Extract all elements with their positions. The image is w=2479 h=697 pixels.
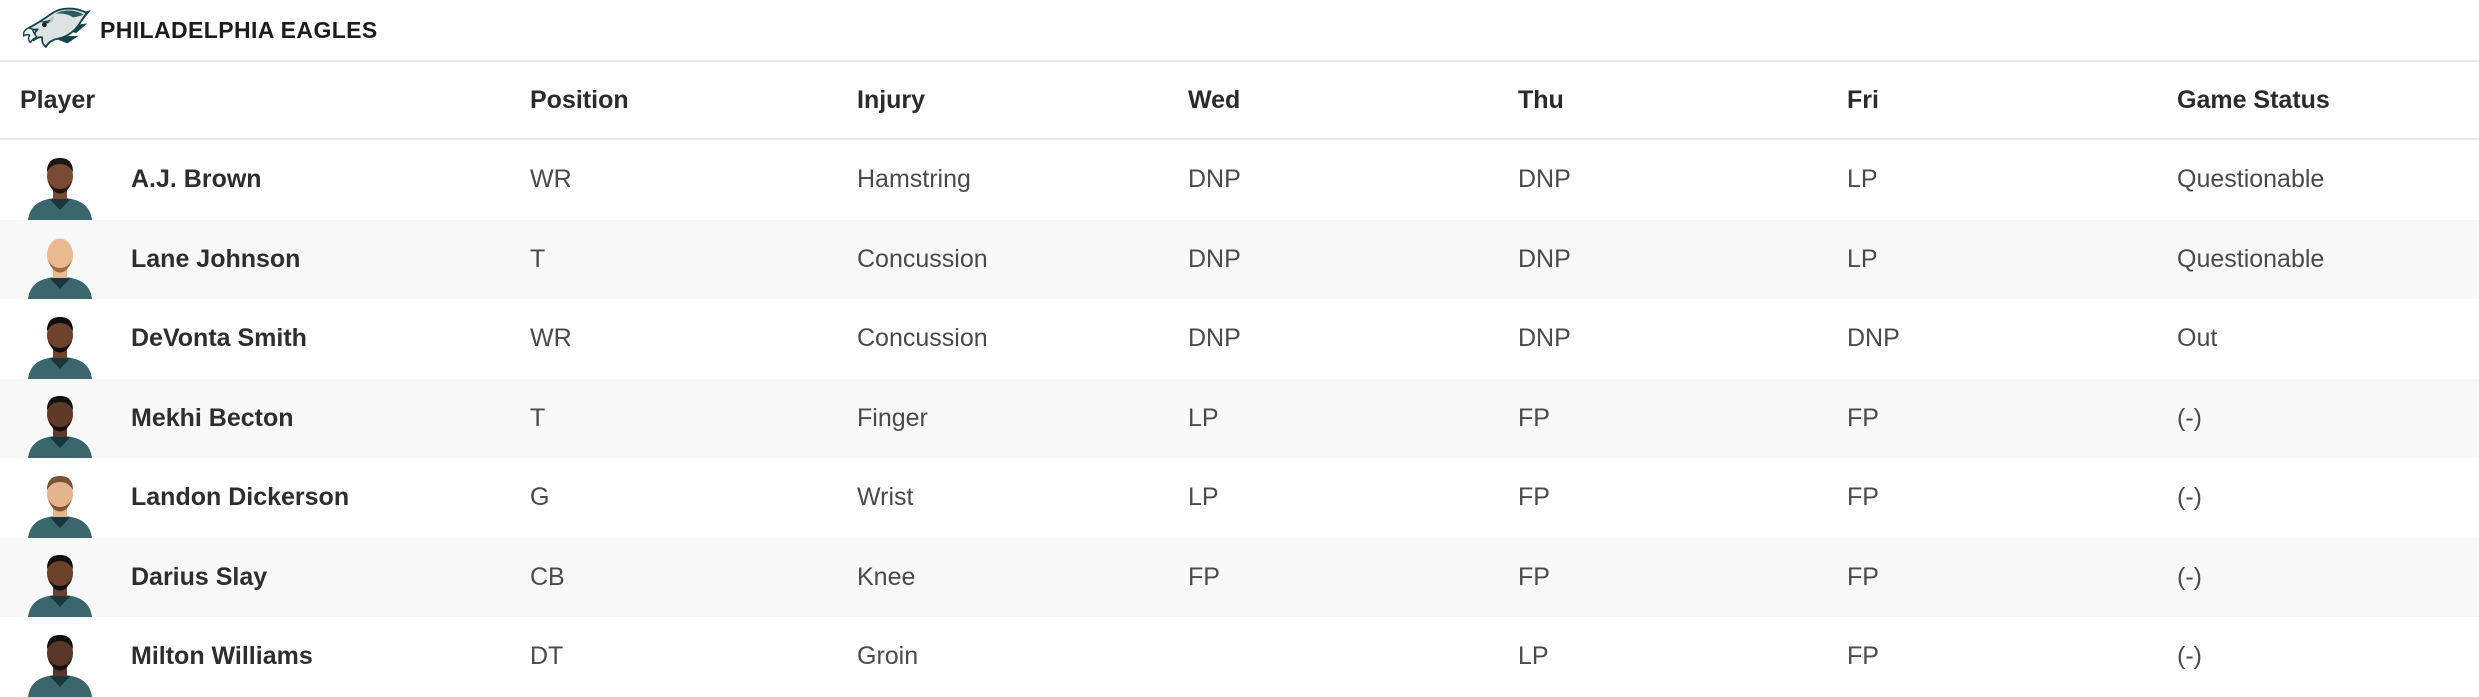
fri-cell: FP	[1847, 562, 1879, 591]
injury-cell: Finger	[857, 403, 928, 432]
game-status-cell: (-)	[2177, 642, 2202, 671]
game-status-cell: (-)	[2177, 562, 2202, 591]
player-cell: Milton Williams	[0, 617, 530, 697]
column-header-injury: Injury	[857, 85, 926, 114]
game-status-cell: (-)	[2177, 483, 2202, 512]
wed-cell	[1188, 617, 1518, 697]
player-headshot	[28, 316, 92, 379]
table-row: Darius Slay CB Knee FP FP FP (-)	[0, 537, 2479, 617]
table-row: A.J. Brown WR Hamstring DNP DNP LP Questionabl…	[0, 140, 2479, 220]
player-headshot	[28, 157, 92, 220]
injury-cell: Knee	[857, 562, 916, 591]
column-header-game-status: Game Status	[2177, 85, 2330, 114]
column-header-wed: Wed	[1188, 85, 1241, 114]
thu-cell: FP	[1518, 483, 1550, 512]
player-name: Lane Johnson	[131, 244, 301, 273]
fri-cell: LP	[1847, 165, 1878, 194]
position-cell: WR	[530, 324, 572, 353]
wed-cell: LP	[1188, 483, 1219, 512]
team-header: PHILADELPHIA EAGLES	[0, 0, 2479, 62]
wed-cell: FP	[1188, 562, 1220, 591]
position-cell: T	[530, 403, 546, 432]
thu-cell: DNP	[1518, 324, 1571, 353]
injury-cell: Wrist	[857, 483, 914, 512]
fri-cell: LP	[1847, 244, 1878, 273]
position-cell: DT	[530, 642, 564, 671]
wed-cell: LP	[1188, 403, 1219, 432]
player-name: Mekhi Becton	[131, 403, 294, 432]
injury-cell: Groin	[857, 642, 919, 671]
wed-cell: DNP	[1188, 244, 1241, 273]
wed-cell: DNP	[1188, 165, 1241, 194]
thu-cell: LP	[1518, 642, 1549, 671]
position-cell: WR	[530, 165, 572, 194]
table-row: DeVonta Smith WR Concussion DNP DNP DNP Out	[0, 299, 2479, 379]
column-header-player: Player	[20, 85, 96, 114]
wed-cell: DNP	[1188, 324, 1241, 353]
player-name: Darius Slay	[131, 562, 268, 591]
table-row: Landon Dickerson G Wrist LP FP FP (-)	[0, 458, 2479, 538]
eagles-logo-icon	[22, 7, 92, 48]
player-name: Milton Williams	[131, 642, 313, 671]
table-row: Mekhi Becton T Finger LP FP FP (-)	[0, 378, 2479, 458]
player-cell: Darius Slay	[0, 538, 530, 617]
game-status-cell: Questionable	[2177, 244, 2325, 273]
thu-cell: DNP	[1518, 165, 1571, 194]
injury-cell: Concussion	[857, 244, 988, 273]
player-cell: Lane Johnson	[0, 220, 530, 299]
player-name: Landon Dickerson	[131, 483, 350, 512]
player-cell: Landon Dickerson	[0, 458, 530, 538]
position-cell: G	[530, 483, 550, 512]
game-status-cell: Out	[2177, 324, 2218, 353]
injury-cell: Concussion	[857, 324, 988, 353]
injury-table: Player Position Injury Wed Thu Fri Game …	[0, 62, 2479, 697]
game-status-cell: (-)	[2177, 403, 2202, 432]
game-status-cell: Questionable	[2177, 165, 2325, 194]
player-headshot	[28, 634, 92, 697]
player-name: DeVonta Smith	[131, 324, 307, 353]
column-header-fri: Fri	[1847, 85, 1879, 114]
player-cell: DeVonta Smith	[0, 299, 530, 379]
table-row: Lane Johnson T Concussion DNP DNP LP Questiona…	[0, 219, 2479, 299]
player-cell: Mekhi Becton	[0, 379, 530, 458]
player-headshot	[28, 475, 92, 538]
player-cell: A.J. Brown	[0, 140, 530, 220]
thu-cell: DNP	[1518, 244, 1571, 273]
thu-cell: FP	[1518, 403, 1550, 432]
fri-cell: FP	[1847, 642, 1879, 671]
fri-cell: FP	[1847, 483, 1879, 512]
thu-cell: FP	[1518, 562, 1550, 591]
table-row: Milton Williams DT Groin LP FP (-)	[0, 617, 2479, 697]
player-name: A.J. Brown	[131, 165, 262, 194]
fri-cell: FP	[1847, 403, 1879, 432]
position-cell: T	[530, 244, 546, 273]
injury-table-body: A.J. Brown WR Hamstring DNP DNP LP Questionabl…	[0, 140, 2479, 697]
player-headshot	[28, 238, 92, 299]
team-title: PHILADELPHIA EAGLES	[100, 16, 378, 43]
player-headshot	[28, 396, 92, 458]
fri-cell: DNP	[1847, 324, 1900, 353]
player-headshot	[28, 555, 92, 617]
position-cell: CB	[530, 562, 565, 591]
table-header-row: Player Position Injury Wed Thu Fri Game …	[0, 62, 2479, 140]
injury-cell: Hamstring	[857, 165, 971, 194]
column-header-position: Position	[530, 85, 629, 114]
column-header-thu: Thu	[1518, 85, 1564, 114]
